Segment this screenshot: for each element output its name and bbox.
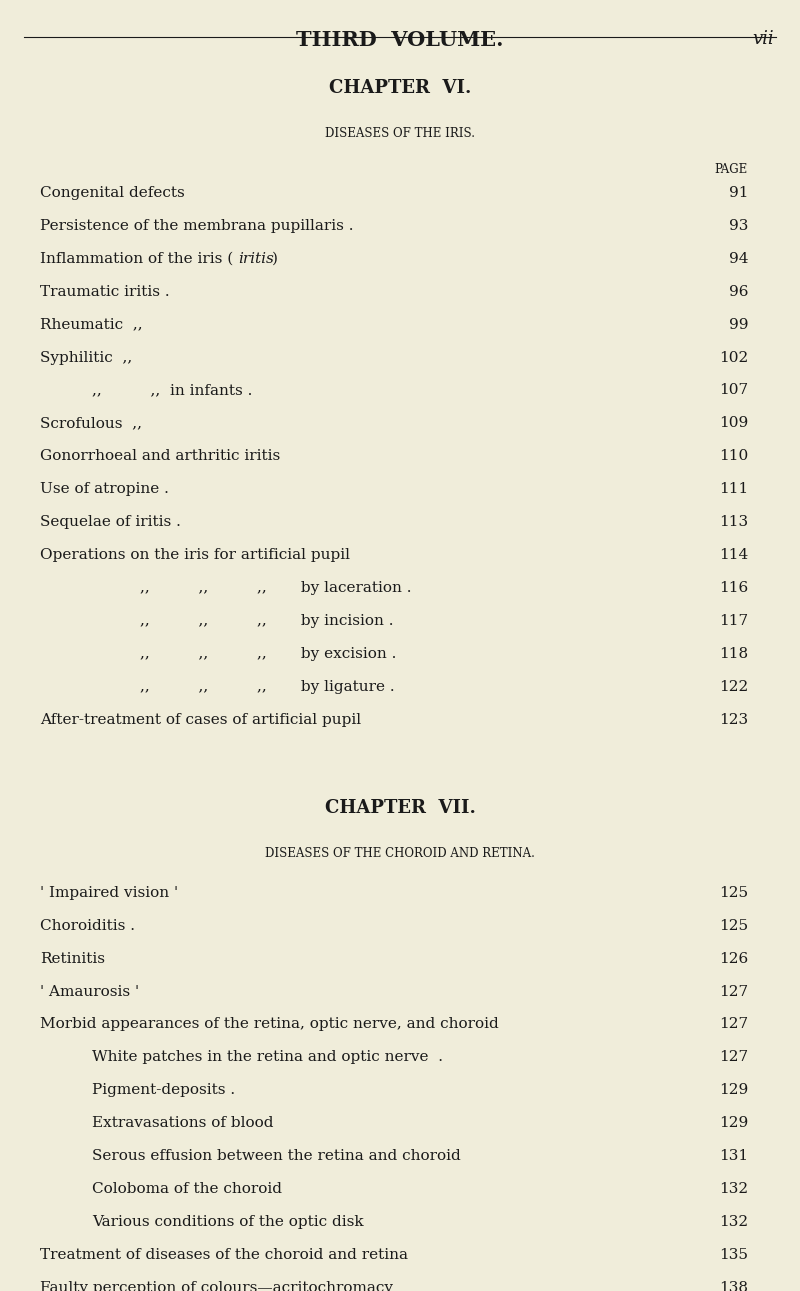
Text: Use of atropine .: Use of atropine . <box>40 482 169 496</box>
Text: Rheumatic  ,,: Rheumatic ,, <box>40 318 142 332</box>
Text: Inflammation of the iris (: Inflammation of the iris ( <box>40 252 234 266</box>
Text: Extravasations of blood: Extravasations of blood <box>92 1117 274 1130</box>
Text: 94: 94 <box>729 252 748 266</box>
Text: 102: 102 <box>718 350 748 364</box>
Text: 125: 125 <box>719 919 748 932</box>
Text: ,,          ,,          ,,       by excision .: ,, ,, ,, by excision . <box>140 647 396 661</box>
Text: iritis: iritis <box>238 252 274 266</box>
Text: 99: 99 <box>729 318 748 332</box>
Text: 91: 91 <box>729 186 748 200</box>
Text: ' Amaurosis ': ' Amaurosis ' <box>40 985 139 998</box>
Text: 132: 132 <box>719 1183 748 1195</box>
Text: ,,          ,,          ,,       by laceration .: ,, ,, ,, by laceration . <box>140 581 411 595</box>
Text: White patches in the retina and optic nerve  .: White patches in the retina and optic ne… <box>92 1051 443 1064</box>
Text: After-treatment of cases of artificial pupil: After-treatment of cases of artificial p… <box>40 713 361 727</box>
Text: 135: 135 <box>719 1248 748 1261</box>
Text: Syphilitic  ,,: Syphilitic ,, <box>40 350 132 364</box>
Text: CHAPTER  VI.: CHAPTER VI. <box>329 79 471 97</box>
Text: ): ) <box>272 252 278 266</box>
Text: 127: 127 <box>719 985 748 998</box>
Text: 118: 118 <box>719 647 748 661</box>
Text: Gonorrhoeal and arthritic iritis: Gonorrhoeal and arthritic iritis <box>40 449 280 463</box>
Text: ' Impaired vision ': ' Impaired vision ' <box>40 886 178 900</box>
Text: CHAPTER  VII.: CHAPTER VII. <box>325 799 475 817</box>
Text: 114: 114 <box>718 547 748 562</box>
Text: ,,          ,,  in infants .: ,, ,, in infants . <box>92 383 252 398</box>
Text: Sequelae of iritis .: Sequelae of iritis . <box>40 515 181 529</box>
Text: PAGE: PAGE <box>714 163 748 176</box>
Text: 93: 93 <box>729 219 748 232</box>
Text: 107: 107 <box>719 383 748 398</box>
Text: 127: 127 <box>719 1051 748 1064</box>
Text: 110: 110 <box>718 449 748 463</box>
Text: 125: 125 <box>719 886 748 900</box>
Text: Congenital defects: Congenital defects <box>40 186 185 200</box>
Text: THIRD  VOLUME.: THIRD VOLUME. <box>296 30 504 49</box>
Text: ,,          ,,          ,,       by incision .: ,, ,, ,, by incision . <box>140 613 394 627</box>
Text: 111: 111 <box>718 482 748 496</box>
Text: Pigment-deposits .: Pigment-deposits . <box>92 1083 235 1097</box>
Text: Choroiditis .: Choroiditis . <box>40 919 135 932</box>
Text: Morbid appearances of the retina, optic nerve, and choroid: Morbid appearances of the retina, optic … <box>40 1017 498 1032</box>
Text: 116: 116 <box>718 581 748 595</box>
Text: DISEASES OF THE CHOROID AND RETINA.: DISEASES OF THE CHOROID AND RETINA. <box>265 847 535 860</box>
Text: Serous effusion between the retina and choroid: Serous effusion between the retina and c… <box>92 1149 461 1163</box>
Text: Faulty perception of colours—acritochromacy: Faulty perception of colours—acritochrom… <box>40 1281 393 1291</box>
Text: 127: 127 <box>719 1017 748 1032</box>
Text: 122: 122 <box>718 679 748 693</box>
Text: Coloboma of the choroid: Coloboma of the choroid <box>92 1183 282 1195</box>
Text: 117: 117 <box>719 613 748 627</box>
Text: 129: 129 <box>718 1117 748 1130</box>
Text: 126: 126 <box>718 951 748 966</box>
Text: Retinitis: Retinitis <box>40 951 105 966</box>
Text: 109: 109 <box>718 416 748 430</box>
Text: 113: 113 <box>719 515 748 529</box>
Text: Various conditions of the optic disk: Various conditions of the optic disk <box>92 1215 364 1229</box>
Text: DISEASES OF THE IRIS.: DISEASES OF THE IRIS. <box>325 127 475 139</box>
Text: Traumatic iritis .: Traumatic iritis . <box>40 285 170 298</box>
Text: Treatment of diseases of the choroid and retina: Treatment of diseases of the choroid and… <box>40 1248 408 1261</box>
Text: Scrofulous  ,,: Scrofulous ,, <box>40 416 142 430</box>
Text: 123: 123 <box>719 713 748 727</box>
Text: ,,          ,,          ,,       by ligature .: ,, ,, ,, by ligature . <box>140 679 394 693</box>
Text: Persistence of the membrana pupillaris .: Persistence of the membrana pupillaris . <box>40 219 354 232</box>
Text: 132: 132 <box>719 1215 748 1229</box>
Text: vii: vii <box>753 30 774 48</box>
Text: Operations on the iris for artificial pupil: Operations on the iris for artificial pu… <box>40 547 350 562</box>
Text: 138: 138 <box>719 1281 748 1291</box>
Text: 131: 131 <box>719 1149 748 1163</box>
Text: 129: 129 <box>718 1083 748 1097</box>
Text: 96: 96 <box>729 285 748 298</box>
